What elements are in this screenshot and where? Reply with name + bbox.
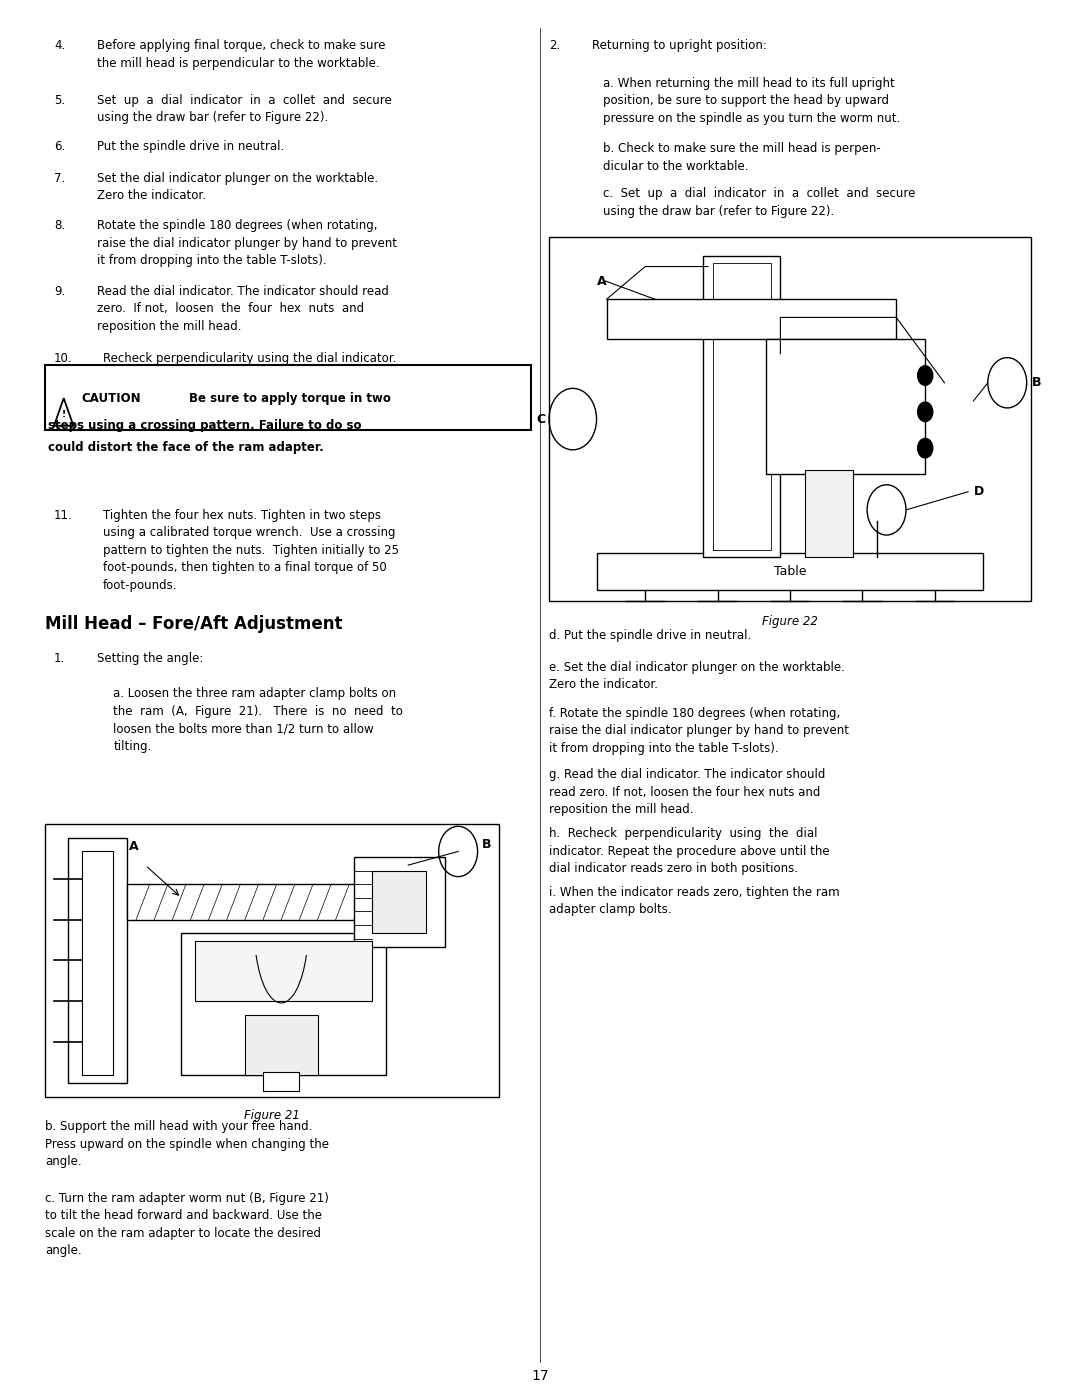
Bar bbox=[45, 365, 531, 430]
Text: b. Check to make sure the mill head is perpen-
dicular to the worktable.: b. Check to make sure the mill head is p… bbox=[603, 142, 880, 173]
Text: d. Put the spindle drive in neutral.: d. Put the spindle drive in neutral. bbox=[549, 629, 751, 641]
Polygon shape bbox=[127, 884, 386, 919]
Text: c.  Set  up  a  dial  indicator  in  a  collet  and  secure
using the draw bar (: c. Set up a dial indicator in a collet a… bbox=[603, 187, 915, 218]
Polygon shape bbox=[354, 856, 445, 947]
Text: B: B bbox=[482, 838, 491, 851]
Text: 1.: 1. bbox=[54, 652, 65, 665]
Text: h.  Recheck  perpendicularity  using  the  dial
indicator. Repeat the procedure : h. Recheck perpendicularity using the di… bbox=[549, 827, 829, 875]
Bar bbox=[549, 237, 1031, 601]
Text: g. Read the dial indicator. The indicator should
read zero. If not, loosen the f: g. Read the dial indicator. The indicato… bbox=[549, 768, 825, 816]
Text: Before applying final torque, check to make sure
the mill head is perpendicular : Before applying final torque, check to m… bbox=[97, 39, 386, 70]
Polygon shape bbox=[68, 838, 127, 1083]
Text: 7.: 7. bbox=[54, 172, 65, 184]
Text: f. Rotate the spindle 180 degrees (when rotating,
raise the dial indicator plung: f. Rotate the spindle 180 degrees (when … bbox=[549, 707, 849, 754]
Text: Tighten the four hex nuts. Tighten in two steps
using a calibrated torque wrench: Tighten the four hex nuts. Tighten in tw… bbox=[103, 509, 399, 591]
Text: b. Support the mill head with your free hand.
Press upward on the spindle when c: b. Support the mill head with your free … bbox=[45, 1120, 329, 1168]
Text: steps using a crossing pattern. Failure to do so: steps using a crossing pattern. Failure … bbox=[48, 419, 361, 432]
Polygon shape bbox=[181, 933, 386, 1074]
Circle shape bbox=[918, 402, 933, 422]
Text: CAUTION: CAUTION bbox=[81, 391, 140, 405]
Text: D: D bbox=[973, 485, 984, 499]
Text: !: ! bbox=[62, 409, 66, 419]
Text: 8.: 8. bbox=[54, 219, 65, 232]
Circle shape bbox=[918, 366, 933, 386]
Text: Rotate the spindle 180 degrees (when rotating,
raise the dial indicator plunger : Rotate the spindle 180 degrees (when rot… bbox=[97, 219, 397, 267]
Polygon shape bbox=[607, 299, 896, 339]
Text: A: A bbox=[129, 840, 138, 854]
Bar bbox=[45, 824, 499, 1097]
Text: 11.: 11. bbox=[54, 509, 72, 521]
Polygon shape bbox=[54, 398, 73, 426]
Text: 2.: 2. bbox=[549, 39, 559, 52]
Text: Figure 21: Figure 21 bbox=[244, 1109, 300, 1122]
Polygon shape bbox=[597, 553, 983, 590]
Polygon shape bbox=[195, 942, 372, 1002]
Polygon shape bbox=[805, 469, 853, 557]
Text: Setting the angle:: Setting the angle: bbox=[97, 652, 203, 665]
Text: Recheck perpendicularity using the dial indicator.
Repeat  the  procedure  above: Recheck perpendicularity using the dial … bbox=[103, 352, 396, 400]
Text: c. Turn the ram adapter worm nut (B, Figure 21)
to tilt the head forward and bac: c. Turn the ram adapter worm nut (B, Fig… bbox=[45, 1192, 329, 1257]
Text: 17: 17 bbox=[531, 1369, 549, 1383]
Text: Set the dial indicator plunger on the worktable.
Zero the indicator.: Set the dial indicator plunger on the wo… bbox=[97, 172, 378, 203]
Text: 9.: 9. bbox=[54, 285, 65, 298]
Polygon shape bbox=[372, 870, 427, 933]
Polygon shape bbox=[703, 256, 781, 557]
Text: Be sure to apply torque in two: Be sure to apply torque in two bbox=[189, 391, 391, 405]
Text: Set  up  a  dial  indicator  in  a  collet  and  secure
using the draw bar (refe: Set up a dial indicator in a collet and … bbox=[97, 94, 392, 124]
Text: could distort the face of the ram adapter.: could distort the face of the ram adapte… bbox=[48, 441, 323, 454]
Text: Figure 22: Figure 22 bbox=[761, 615, 818, 627]
Text: Mill Head – Fore/Aft Adjustment: Mill Head – Fore/Aft Adjustment bbox=[45, 615, 342, 633]
Text: 5.: 5. bbox=[54, 94, 65, 106]
Text: Table: Table bbox=[773, 566, 807, 578]
Polygon shape bbox=[766, 339, 926, 474]
Text: i. When the indicator reads zero, tighten the ram
adapter clamp bolts.: i. When the indicator reads zero, tighte… bbox=[549, 886, 839, 916]
Text: a. When returning the mill head to its full upright
position, be sure to support: a. When returning the mill head to its f… bbox=[603, 77, 900, 124]
Text: C: C bbox=[536, 412, 545, 426]
Text: 10.: 10. bbox=[54, 352, 72, 365]
Text: Returning to upright position:: Returning to upright position: bbox=[592, 39, 767, 52]
Text: B: B bbox=[1032, 376, 1041, 390]
Text: a. Loosen the three ram adapter clamp bolts on
the  ram  (A,  Figure  21).   The: a. Loosen the three ram adapter clamp bo… bbox=[113, 687, 403, 753]
Polygon shape bbox=[245, 1014, 318, 1074]
Text: A: A bbox=[597, 275, 607, 288]
Text: Put the spindle drive in neutral.: Put the spindle drive in neutral. bbox=[97, 140, 284, 152]
Circle shape bbox=[918, 439, 933, 458]
Text: Read the dial indicator. The indicator should read
zero.  If not,  loosen  the  : Read the dial indicator. The indicator s… bbox=[97, 285, 389, 332]
Text: 6.: 6. bbox=[54, 140, 65, 152]
Text: 4.: 4. bbox=[54, 39, 65, 52]
Text: e. Set the dial indicator plunger on the worktable.
Zero the indicator.: e. Set the dial indicator plunger on the… bbox=[549, 661, 845, 692]
Polygon shape bbox=[264, 1071, 299, 1091]
